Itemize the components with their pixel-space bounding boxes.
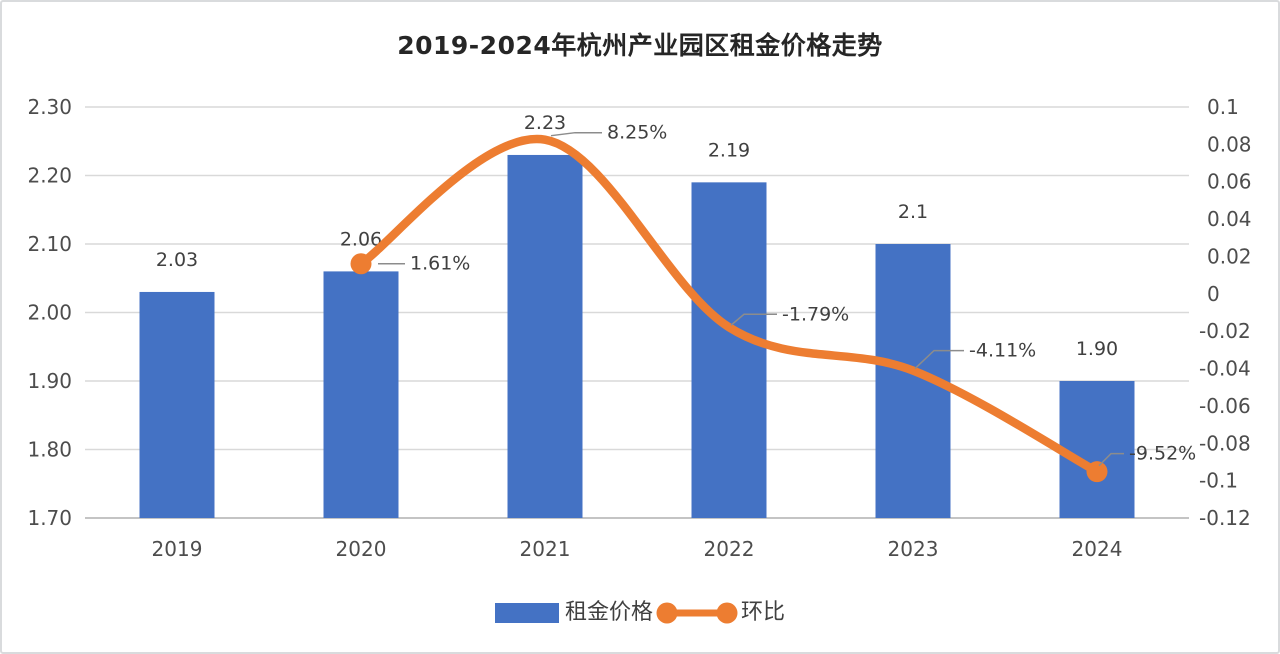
- bar-label-2021: 2.23: [524, 112, 566, 134]
- left-axis-tick: 2.00: [27, 301, 72, 325]
- bar-2022: [691, 182, 767, 518]
- x-axis-label: 2024: [1072, 537, 1123, 561]
- line-label-2023: -4.11%: [969, 340, 1036, 362]
- right-axis-tick: 0: [1207, 282, 1220, 306]
- bar-label-2023: 2.1: [898, 201, 928, 223]
- mom-change-line: [356, 134, 1102, 476]
- leader-line-2022: [730, 313, 777, 326]
- mom-change-legend-label: 环比: [741, 600, 786, 625]
- bar-label-2024: 1.90: [1076, 338, 1118, 360]
- legend-item-mom-change: 环比: [653, 600, 785, 626]
- line-swatch-marker-right: [716, 602, 738, 624]
- right-axis-tick: -0.08: [1199, 431, 1251, 455]
- chart-title: 2019-2024年杭州产业园区租金价格走势: [397, 31, 883, 60]
- bar-series-swatch: [494, 603, 559, 623]
- legend-item-rent-price: 租金价格: [494, 600, 653, 625]
- line-label-2020: 1.61%: [410, 253, 470, 275]
- left-axis-tick: 2.30: [27, 95, 72, 119]
- left-axis-tick: 1.70: [27, 506, 72, 530]
- right-axis-tick: -0.1: [1199, 469, 1238, 493]
- right-axis-tick: -0.06: [1199, 394, 1251, 418]
- bar-label-2020: 2.06: [340, 228, 382, 250]
- line-marker-2024: [1086, 461, 1108, 483]
- left-axis-tick: 1.80: [27, 438, 72, 462]
- bar-label-2019: 2.03: [156, 249, 198, 271]
- bar-2019: [139, 291, 215, 518]
- right-axis-tick: 0.1: [1207, 95, 1239, 119]
- x-axis-label: 2019: [152, 537, 203, 561]
- bar-2021: [507, 154, 583, 518]
- right-axis-tick: 0.04: [1207, 207, 1252, 231]
- line-swatch-marker-left: [656, 602, 678, 624]
- line-label-2022: -1.79%: [782, 303, 849, 325]
- left-axis-tick: 2.10: [27, 232, 72, 256]
- left-axis-tick: 2.20: [27, 164, 72, 188]
- right-axis-tick: 0.06: [1207, 170, 1252, 194]
- line-label-2024: -9.52%: [1129, 443, 1196, 465]
- x-axis-label: 2022: [704, 537, 755, 561]
- leader-line-2023: [914, 349, 964, 370]
- bar-2020: [323, 271, 399, 518]
- right-axis-tick: -0.04: [1199, 357, 1251, 381]
- line-series-swatch: [656, 602, 738, 624]
- x-axis-label: 2021: [520, 537, 571, 561]
- right-axis-tick: -0.02: [1199, 319, 1251, 343]
- bar-2024: [1059, 381, 1135, 518]
- line-label-2021: 8.25%: [607, 122, 667, 144]
- right-axis-tick: -0.12: [1199, 506, 1251, 530]
- leader-line-2024: [1098, 452, 1124, 467]
- line-marker-2020: [350, 253, 372, 275]
- right-axis-tick: 0.08: [1207, 132, 1252, 156]
- x-axis-label: 2023: [888, 537, 939, 561]
- legend: 租金价格 环比: [2, 600, 1278, 626]
- x-axis-label: 2020: [336, 537, 387, 561]
- left-axis-tick: 1.90: [27, 369, 72, 393]
- leader-line-2021: [550, 131, 602, 137]
- right-axis-tick: 0.02: [1207, 244, 1252, 268]
- rent-price-legend-label: 租金价格: [564, 600, 653, 625]
- bar-label-2022: 2.19: [708, 139, 750, 161]
